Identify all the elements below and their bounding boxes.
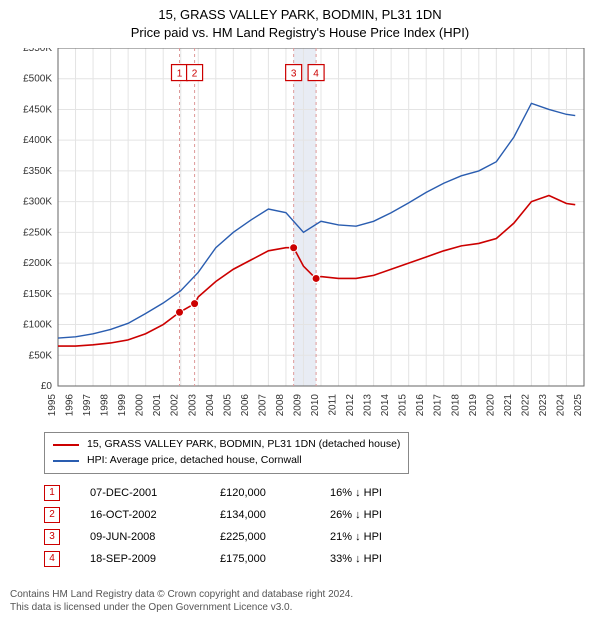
- svg-text:1999: 1999: [117, 394, 128, 417]
- sale-price: £225,000: [220, 526, 330, 548]
- svg-text:£150K: £150K: [23, 289, 52, 300]
- table-row: 2 16-OCT-2002£134,00026% ↓ HPI: [44, 504, 430, 526]
- svg-text:2000: 2000: [135, 394, 146, 417]
- sale-price: £134,000: [220, 504, 330, 526]
- legend-swatch: [53, 444, 79, 446]
- table-row: 1 07-DEC-2001£120,00016% ↓ HPI: [44, 482, 430, 504]
- sale-date: 16-OCT-2002: [90, 504, 220, 526]
- sale-marker-cell: 3: [44, 526, 90, 548]
- sale-price: £120,000: [220, 482, 330, 504]
- svg-text:£300K: £300K: [23, 197, 52, 208]
- legend-item: 15, GRASS VALLEY PARK, BODMIN, PL31 1DN …: [53, 437, 400, 453]
- svg-text:2001: 2001: [152, 394, 163, 417]
- svg-text:2009: 2009: [292, 394, 303, 417]
- legend-label: 15, GRASS VALLEY PARK, BODMIN, PL31 1DN …: [87, 437, 400, 453]
- footnote-line1: Contains HM Land Registry data © Crown c…: [10, 588, 353, 601]
- sale-marker: 1: [44, 485, 60, 501]
- svg-text:£500K: £500K: [23, 74, 52, 85]
- svg-text:2023: 2023: [538, 394, 549, 417]
- title-line2: Price paid vs. HM Land Registry's House …: [0, 24, 600, 42]
- svg-text:£0: £0: [41, 381, 53, 392]
- svg-text:1998: 1998: [100, 394, 111, 417]
- sale-marker: 3: [44, 529, 60, 545]
- sale-date: 07-DEC-2001: [90, 482, 220, 504]
- sale-marker: 2: [44, 507, 60, 523]
- sale-marker-cell: 1: [44, 482, 90, 504]
- sale-marker: 4: [44, 551, 60, 567]
- svg-text:2012: 2012: [345, 394, 356, 417]
- svg-text:2004: 2004: [205, 394, 216, 417]
- svg-text:1997: 1997: [82, 394, 93, 417]
- svg-text:£350K: £350K: [23, 166, 52, 177]
- svg-text:£50K: £50K: [29, 350, 53, 361]
- svg-text:£550K: £550K: [23, 48, 52, 54]
- svg-text:2014: 2014: [380, 394, 391, 417]
- chart-title: 15, GRASS VALLEY PARK, BODMIN, PL31 1DN …: [0, 0, 600, 41]
- sale-diff: 21% ↓ HPI: [330, 526, 430, 548]
- svg-text:2025: 2025: [573, 394, 584, 417]
- table-row: 3 09-JUN-2008£225,00021% ↓ HPI: [44, 526, 430, 548]
- sale-date: 09-JUN-2008: [90, 526, 220, 548]
- legend: 15, GRASS VALLEY PARK, BODMIN, PL31 1DN …: [44, 432, 409, 474]
- title-line1: 15, GRASS VALLEY PARK, BODMIN, PL31 1DN: [0, 6, 600, 24]
- svg-text:2003: 2003: [187, 394, 198, 417]
- svg-text:£100K: £100K: [23, 320, 52, 331]
- svg-text:2021: 2021: [503, 394, 514, 417]
- svg-text:2002: 2002: [170, 394, 181, 417]
- footnote-line2: This data is licensed under the Open Gov…: [10, 601, 353, 614]
- svg-text:2005: 2005: [222, 394, 233, 417]
- svg-text:2007: 2007: [257, 394, 268, 417]
- svg-text:3: 3: [291, 69, 297, 80]
- svg-text:£450K: £450K: [23, 104, 52, 115]
- svg-text:2010: 2010: [310, 394, 321, 417]
- svg-text:2015: 2015: [398, 394, 409, 417]
- svg-text:4: 4: [313, 69, 319, 80]
- sale-marker-cell: 4: [44, 548, 90, 570]
- sale-diff: 16% ↓ HPI: [330, 482, 430, 504]
- svg-text:1996: 1996: [65, 394, 76, 417]
- svg-text:£400K: £400K: [23, 135, 52, 146]
- svg-text:2017: 2017: [433, 394, 444, 417]
- sale-date: 18-SEP-2009: [90, 548, 220, 570]
- svg-text:1: 1: [177, 69, 183, 80]
- legend-label: HPI: Average price, detached house, Corn…: [87, 453, 302, 469]
- svg-text:2018: 2018: [450, 394, 461, 417]
- svg-text:1995: 1995: [47, 394, 58, 417]
- sale-marker-cell: 2: [44, 504, 90, 526]
- svg-text:£250K: £250K: [23, 227, 52, 238]
- price-chart: £0 £50K £100K £150K £200K £250K £300K £350K £400…: [10, 48, 590, 420]
- legend-item: HPI: Average price, detached house, Corn…: [53, 453, 400, 469]
- svg-text:2013: 2013: [363, 394, 374, 417]
- svg-text:2016: 2016: [415, 394, 426, 417]
- legend-swatch: [53, 460, 79, 462]
- svg-text:2008: 2008: [275, 394, 286, 417]
- sale-diff: 33% ↓ HPI: [330, 548, 430, 570]
- svg-text:2006: 2006: [240, 394, 251, 417]
- sales-table: 1 07-DEC-2001£120,00016% ↓ HPI 2 16-OCT-200…: [44, 482, 430, 570]
- svg-text:2024: 2024: [555, 394, 566, 417]
- chart-container: £0 £50K £100K £150K £200K £250K £300K £350K £400…: [10, 48, 590, 420]
- sale-price: £175,000: [220, 548, 330, 570]
- svg-text:2022: 2022: [520, 394, 531, 417]
- svg-text:£200K: £200K: [23, 258, 52, 269]
- footnote: Contains HM Land Registry data © Crown c…: [10, 588, 353, 614]
- svg-text:2011: 2011: [328, 394, 339, 416]
- table-row: 4 18-SEP-2009£175,00033% ↓ HPI: [44, 548, 430, 570]
- svg-text:2: 2: [192, 69, 198, 80]
- svg-text:2019: 2019: [468, 394, 479, 417]
- svg-text:2020: 2020: [485, 394, 496, 417]
- sale-diff: 26% ↓ HPI: [330, 504, 430, 526]
